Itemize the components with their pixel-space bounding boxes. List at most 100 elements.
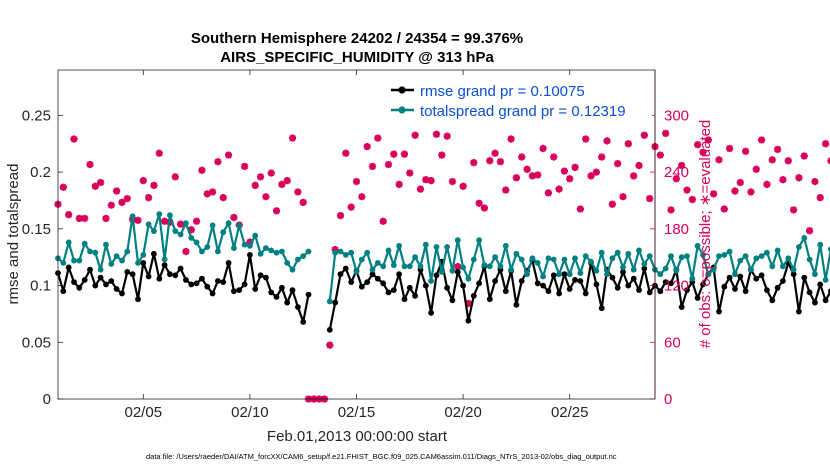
totalspread-point <box>444 244 450 250</box>
totalspread-point <box>540 273 546 280</box>
rmse-point <box>737 273 744 280</box>
legend-rmse-marker <box>398 86 406 94</box>
obs-evaluated-marker <box>667 206 675 214</box>
obs-evaluated-marker <box>107 201 115 209</box>
obs-evaluated-marker <box>75 214 83 223</box>
rmse-point <box>342 265 349 272</box>
obs-evaluated-marker <box>688 195 696 204</box>
rmse-point <box>700 281 706 288</box>
totalspread-point <box>332 249 339 256</box>
totalspread-point <box>817 241 824 248</box>
rmse-point <box>183 277 189 283</box>
obs-evaluated-marker <box>134 216 142 224</box>
totalspread-point <box>630 266 637 273</box>
totalspread-point <box>71 257 77 264</box>
totalspread-point <box>374 260 381 266</box>
totalspread-point <box>518 256 525 263</box>
obs-evaluated-marker <box>720 205 728 213</box>
totalspread-point <box>156 211 163 218</box>
obs-evaluated-marker <box>145 194 153 202</box>
totalspread-point <box>513 250 520 257</box>
totalspread-point <box>454 237 461 244</box>
obs-evaluated-marker <box>443 132 451 140</box>
rmse-point <box>454 269 461 275</box>
rmse-point <box>465 317 472 324</box>
legend-spread-label: totalspread grand pr = 0.12319 <box>420 103 626 120</box>
obs-evaluated-marker <box>811 177 819 186</box>
rmse-point <box>534 280 541 287</box>
rmse-point <box>540 282 546 289</box>
totalspread-point <box>721 252 728 258</box>
rmse-point <box>774 284 781 291</box>
rmse-point <box>545 288 552 295</box>
obs-evaluated-marker <box>454 263 462 271</box>
axis-layer: 02/05 02/10 02/15 02/20 02/25 0 0.05 0.1 0.15 0.2… <box>22 70 689 421</box>
rmse-point <box>806 289 813 296</box>
totalspread-point <box>620 264 626 271</box>
obs-evaluated-marker <box>486 157 494 165</box>
totalspread-point <box>438 269 445 275</box>
totalspread-point <box>582 253 589 259</box>
rmse-point <box>108 278 115 284</box>
totalspread-point <box>151 228 157 235</box>
totalspread-point <box>822 277 829 283</box>
totalspread-point <box>748 266 754 273</box>
rmse-point <box>412 292 418 299</box>
rmse-point <box>177 265 184 272</box>
rmse-point <box>758 272 765 279</box>
obs-evaluated-marker <box>406 169 414 177</box>
obs-evaluated-marker <box>544 189 552 197</box>
obs-evaluated-marker <box>534 171 542 179</box>
rmse-point <box>300 319 307 325</box>
obs-evaluated-marker <box>779 176 787 184</box>
obs-evaluated-marker <box>161 217 169 225</box>
rmse-point <box>790 271 797 278</box>
legend-box <box>386 78 652 122</box>
obs-evaluated-marker <box>715 156 723 164</box>
totalspread-point <box>263 245 269 252</box>
totalspread-point <box>588 258 594 265</box>
rmse-point <box>550 272 557 279</box>
rmse-point <box>305 291 312 298</box>
rmse-point <box>263 274 269 281</box>
rmse-point <box>268 289 275 296</box>
rmse-point <box>561 271 568 278</box>
rmse-point <box>668 280 674 287</box>
totalspread-point <box>524 271 530 278</box>
totalspread-point <box>326 298 333 305</box>
rmse-point <box>769 297 776 304</box>
rmse-point <box>513 301 520 308</box>
totalspread-point <box>598 249 605 256</box>
rmse-point <box>694 295 701 301</box>
rmse-point <box>81 277 88 283</box>
totalspread-point <box>220 229 227 236</box>
y-tick-label-right: 60 <box>664 334 681 351</box>
obs-evaluated-marker <box>70 135 78 143</box>
totalspread-point <box>273 249 280 256</box>
obs-evaluated-marker <box>555 185 563 193</box>
x-tick-label: 02/10 <box>231 404 269 421</box>
rmse-point <box>614 284 621 291</box>
obs-evaluated-marker <box>379 217 387 225</box>
rmse-point <box>572 277 578 283</box>
y-tick-label-left: 0.15 <box>22 221 51 238</box>
totalspread-point <box>684 253 690 259</box>
obs-evaluated-marker <box>704 136 712 144</box>
rmse-point <box>215 278 221 284</box>
totalspread-point <box>268 247 275 254</box>
obs-evaluated-marker <box>288 134 297 142</box>
rmse-point <box>220 279 227 285</box>
rmse-point <box>156 275 163 282</box>
obs-evaluated-marker <box>358 193 366 201</box>
obs-evaluated-marker <box>800 152 808 160</box>
obs-evaluated-marker <box>805 227 814 235</box>
rmse-point <box>444 284 450 291</box>
rmse-point <box>193 280 200 287</box>
rmse-point <box>401 296 408 303</box>
rmse-point <box>369 271 376 278</box>
rmse-point <box>103 281 109 288</box>
obs-evaluated-marker <box>683 186 691 194</box>
totalspread-point <box>135 260 141 266</box>
totalspread-point <box>577 270 584 276</box>
rmse-point <box>636 287 642 293</box>
